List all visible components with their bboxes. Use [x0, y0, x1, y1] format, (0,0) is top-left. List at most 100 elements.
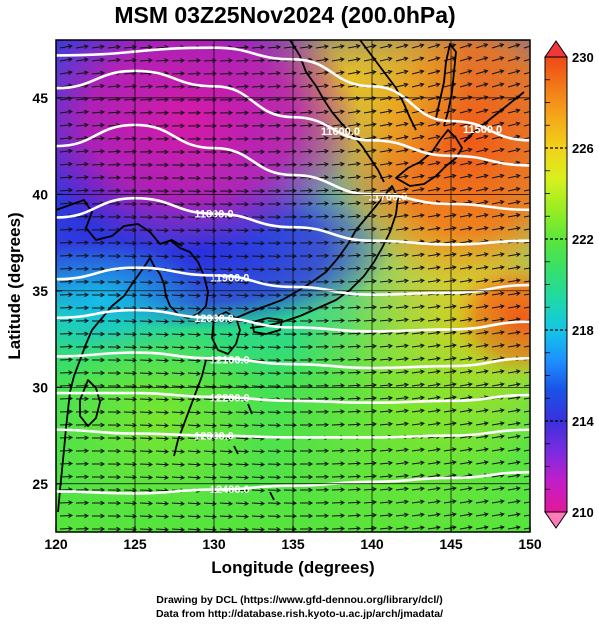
- wind-vector: [139, 359, 153, 362]
- wind-vector: [251, 268, 265, 271]
- wind-vector-head: [132, 344, 138, 350]
- wind-vector: [459, 83, 472, 88]
- wind-vector: [91, 176, 105, 179]
- wind-vector-head: [308, 162, 314, 167]
- wind-vector-head: [228, 162, 234, 168]
- wind-vector: [427, 487, 440, 491]
- wind-vector-head: [276, 44, 281, 50]
- wind-vector: [443, 487, 456, 491]
- wind-vector-head: [388, 460, 393, 466]
- wind-vector-head: [451, 43, 457, 48]
- wind-vector-head: [68, 448, 74, 453]
- wind-vector-head: [116, 448, 122, 454]
- wind-vector-head: [308, 266, 314, 272]
- wind-vector-head: [196, 436, 202, 441]
- wind-vector: [459, 109, 472, 114]
- credit-dcl: Drawing by DCL (https://www.gfd-dennou.o…: [156, 594, 443, 606]
- wind-vector-head: [419, 395, 425, 401]
- wind-vector: [507, 279, 520, 283]
- wind-vector: [219, 411, 233, 414]
- wind-vector-head: [419, 69, 425, 75]
- wind-vector-head: [356, 187, 361, 193]
- wind-vector: [459, 279, 472, 283]
- wind-vector-head: [388, 304, 393, 310]
- wind-vector: [411, 409, 424, 413]
- wind-vector: [507, 318, 520, 322]
- wind-vector: [443, 396, 456, 400]
- wind-vector-head: [372, 200, 377, 206]
- wind-vector: [459, 174, 472, 179]
- wind-vector-head: [228, 254, 234, 259]
- wind-vector-head: [308, 109, 313, 115]
- wind-vector-head: [100, 122, 105, 128]
- wind-vector-head: [532, 135, 536, 139]
- wind-vector: [251, 385, 265, 388]
- wind-vector-head: [244, 71, 250, 76]
- wind-vector-head: [435, 356, 441, 362]
- wind-vector-head: [244, 332, 250, 337]
- wind-vector-head: [324, 292, 330, 298]
- wind-vector-head: [308, 214, 314, 220]
- wind-vector: [411, 318, 424, 322]
- wind-vector-head: [260, 371, 266, 376]
- wind-vector-head: [132, 422, 138, 428]
- wind-vector: [347, 514, 361, 517]
- wind-vector: [331, 215, 345, 218]
- wind-vector-head: [308, 461, 314, 467]
- wind-vector: [155, 476, 169, 479]
- wind-vector-head: [467, 108, 473, 114]
- wind-vector-head: [483, 82, 489, 87]
- wind-vector: [123, 98, 137, 101]
- wind-vector-head: [388, 421, 393, 427]
- wind-vector-head: [387, 109, 393, 114]
- wind-vector-head: [404, 512, 409, 518]
- x-tick-label: 125: [123, 536, 147, 552]
- lat-lon-grid: [56, 40, 530, 532]
- wind-vector: [347, 110, 360, 114]
- wind-vector-head: [164, 358, 170, 363]
- wind-vector-head: [403, 121, 409, 127]
- wind-vector: [427, 305, 440, 309]
- wind-vector: [443, 266, 456, 270]
- wind-vector-head: [483, 421, 489, 426]
- wind-vector: [235, 85, 249, 88]
- wind-vector: [235, 281, 249, 284]
- wind-vector-head: [68, 474, 74, 479]
- wind-vector-head: [116, 83, 121, 89]
- wind-vector-head: [148, 162, 154, 168]
- wind-vector-head: [308, 422, 314, 428]
- wind-vector-head: [419, 512, 425, 518]
- wind-vector: [347, 202, 360, 205]
- wind-vector-head: [132, 175, 138, 181]
- wind-vector-head: [515, 134, 521, 140]
- wind-vector: [315, 84, 328, 88]
- wind-vector: [491, 201, 504, 205]
- y-axis-label: Latitude (degrees): [5, 212, 24, 359]
- wind-vector: [475, 43, 488, 49]
- wind-vector-head: [132, 331, 138, 337]
- wind-vector-head: [308, 318, 314, 324]
- wind-vector: [411, 188, 424, 192]
- wind-vector: [459, 148, 472, 153]
- wind-vector: [379, 319, 392, 322]
- wind-vector: [59, 58, 72, 62]
- wind-vector-head: [499, 95, 505, 100]
- wind-vector-head: [116, 175, 122, 181]
- wind-vector-head: [451, 108, 457, 114]
- wind-vector: [59, 449, 73, 452]
- wind-vector-head: [83, 57, 89, 63]
- wind-vector-head: [467, 252, 473, 257]
- wind-vector: [219, 476, 233, 479]
- wind-vector-head: [403, 213, 409, 219]
- wind-vector-head: [228, 384, 234, 389]
- wind-vector-head: [499, 434, 505, 439]
- wind-vector: [219, 515, 233, 518]
- wind-vector-head: [451, 265, 457, 270]
- wind-vector: [59, 293, 73, 296]
- wind-vector: [267, 72, 281, 75]
- wind-vector-head: [164, 475, 170, 480]
- wind-vector-head: [308, 253, 314, 259]
- wind-vector-head: [308, 83, 313, 89]
- wind-vector-head: [164, 384, 170, 389]
- wind-vector-head: [451, 95, 457, 101]
